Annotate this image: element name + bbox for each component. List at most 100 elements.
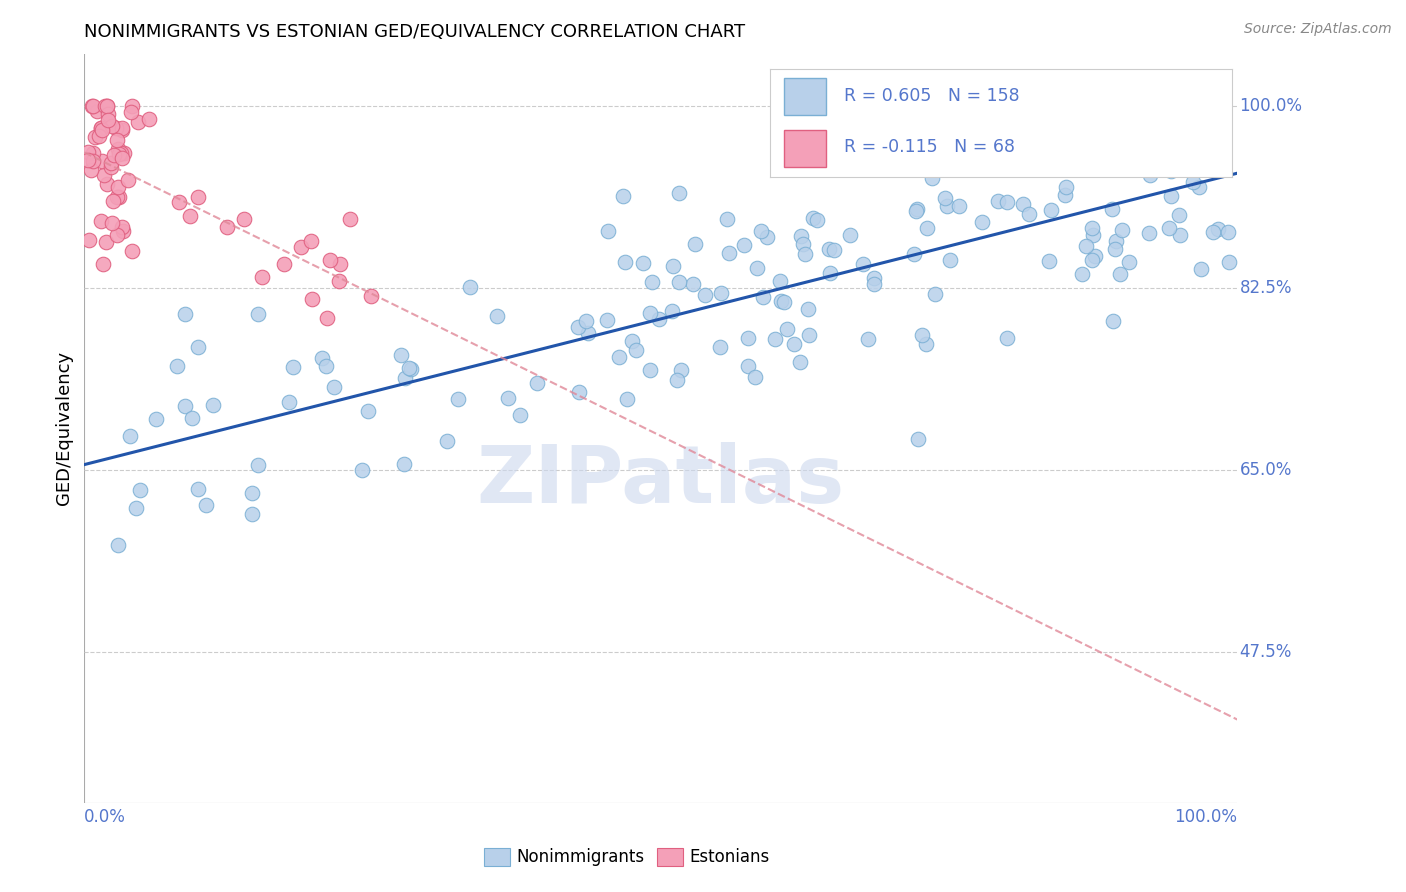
Point — [1206, 222, 1229, 236]
Point — [1104, 243, 1126, 257]
Point — [322, 380, 344, 394]
Point — [1202, 225, 1225, 239]
Point — [783, 337, 806, 351]
Point — [389, 348, 412, 362]
Point — [972, 215, 994, 229]
Point — [709, 340, 731, 354]
Point — [1104, 234, 1126, 248]
Point — [1074, 239, 1097, 253]
Point — [616, 392, 638, 406]
Point — [1101, 202, 1123, 216]
Point — [90, 214, 112, 228]
Point — [1012, 196, 1035, 211]
Point — [997, 194, 1019, 209]
Point — [799, 328, 821, 343]
Point — [568, 384, 591, 399]
Point — [90, 120, 112, 135]
Point — [128, 483, 150, 497]
Point — [638, 306, 661, 320]
Point — [924, 287, 946, 301]
Point — [329, 257, 352, 271]
Point — [83, 130, 105, 145]
Point — [273, 257, 295, 271]
Point — [818, 242, 841, 256]
Point — [233, 212, 256, 227]
Point — [138, 112, 160, 126]
Text: 65.0%: 65.0% — [1240, 461, 1292, 479]
Point — [215, 220, 238, 235]
Point — [905, 202, 928, 216]
Point — [745, 261, 768, 276]
Point — [181, 410, 204, 425]
Text: Nonimmigrants: Nonimmigrants — [517, 847, 645, 866]
Point — [82, 154, 104, 169]
Point — [1054, 180, 1077, 194]
Y-axis label: GED/Equivalency: GED/Equivalency — [55, 351, 73, 505]
Point — [107, 179, 129, 194]
Point — [356, 404, 378, 418]
Point — [1167, 208, 1189, 222]
Point — [838, 228, 860, 243]
Point — [915, 221, 938, 235]
Point — [96, 98, 118, 112]
Point — [447, 392, 470, 406]
Point — [772, 295, 794, 310]
Point — [799, 119, 821, 133]
Point — [91, 123, 114, 137]
Point — [995, 331, 1018, 345]
Point — [633, 256, 655, 270]
Point — [187, 482, 209, 496]
Point — [1189, 262, 1212, 277]
Point — [737, 331, 759, 345]
Point — [1168, 227, 1191, 242]
Point — [360, 288, 382, 302]
Point — [167, 194, 190, 209]
Point — [737, 359, 759, 373]
Point — [111, 120, 134, 135]
Point — [87, 128, 110, 143]
Point — [576, 326, 599, 341]
Point — [1109, 267, 1132, 281]
Point — [96, 98, 118, 112]
Point — [319, 253, 342, 268]
Text: NONIMMIGRANTS VS ESTONIAN GED/EQUIVALENCY CORRELATION CHART: NONIMMIGRANTS VS ESTONIAN GED/EQUIVALENC… — [84, 23, 745, 41]
Text: ZIPatlas: ZIPatlas — [477, 442, 845, 520]
Point — [612, 189, 634, 203]
Point — [436, 434, 458, 449]
Point — [108, 190, 131, 204]
Point — [121, 98, 143, 112]
Point — [903, 247, 925, 261]
Point — [1045, 147, 1067, 161]
Point — [108, 147, 131, 161]
Point — [1081, 228, 1104, 243]
Point — [91, 257, 114, 271]
Text: 82.5%: 82.5% — [1240, 278, 1292, 297]
Point — [77, 153, 100, 167]
Point — [911, 327, 934, 342]
Point — [640, 363, 662, 377]
Point — [80, 162, 103, 177]
Point — [107, 132, 129, 146]
Point — [173, 399, 195, 413]
Point — [1018, 207, 1040, 221]
Point — [922, 135, 945, 149]
Point — [526, 376, 548, 390]
Point — [316, 310, 339, 325]
Point — [790, 229, 813, 244]
Point — [1081, 253, 1104, 268]
Point — [100, 161, 122, 175]
Point — [668, 275, 690, 289]
Point — [1177, 131, 1199, 145]
Point — [398, 361, 420, 376]
Point — [100, 156, 122, 170]
Point — [1071, 267, 1094, 281]
Point — [1111, 222, 1133, 236]
Point — [105, 190, 128, 204]
Point — [770, 294, 793, 309]
Point — [101, 194, 124, 209]
Point — [1168, 98, 1191, 112]
Point — [789, 355, 811, 369]
Point — [105, 120, 128, 135]
Point — [187, 190, 209, 204]
Point — [111, 152, 134, 166]
